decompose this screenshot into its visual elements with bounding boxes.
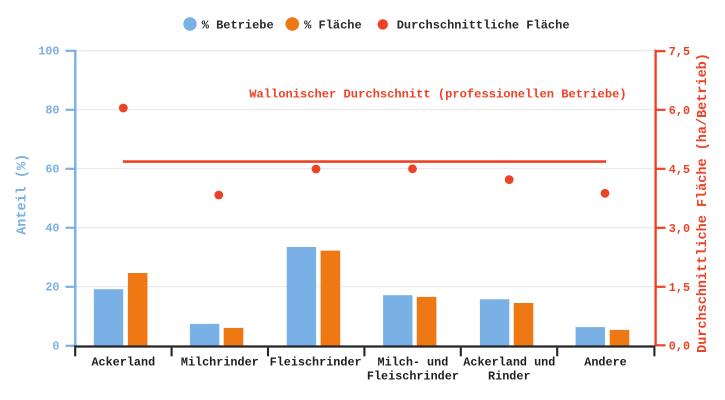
svg-text:20: 20: [45, 281, 59, 295]
svg-text:Ackerland: Ackerland: [91, 356, 155, 370]
svg-text:40: 40: [45, 222, 59, 236]
svg-text:Andere: Andere: [584, 356, 626, 370]
svg-text:0,0: 0,0: [669, 339, 690, 353]
svg-text:7,5: 7,5: [669, 45, 690, 59]
svg-text:Wallonischer Durchschnitt (pro: Wallonischer Durchschnitt (professionell…: [249, 88, 626, 102]
svg-text:Durchschnittliche Fläche: Durchschnittliche Fläche: [397, 18, 570, 32]
svg-text:Durchschnittliche Fläche (ha/B: Durchschnittliche Fläche (ha/Betrieb): [696, 53, 711, 353]
svg-text:Fleischrinder: Fleischrinder: [270, 356, 362, 370]
svg-text:80: 80: [45, 104, 59, 118]
svg-text:Rinder: Rinder: [488, 370, 530, 384]
svg-text:Milchrinder: Milchrinder: [181, 356, 259, 370]
svg-text:1,5: 1,5: [669, 281, 690, 295]
svg-text:Anteil (%): Anteil (%): [15, 154, 30, 235]
svg-text:4,5: 4,5: [669, 163, 690, 177]
svg-text:0: 0: [52, 340, 59, 354]
svg-text:Milch- und: Milch- und: [378, 356, 449, 370]
svg-text:6,0: 6,0: [669, 104, 690, 118]
svg-text:Fleischrinder: Fleischrinder: [367, 370, 459, 384]
svg-text:100: 100: [38, 45, 59, 59]
svg-text:% Fläche: % Fläche: [304, 18, 362, 32]
svg-text:3,0: 3,0: [669, 222, 690, 236]
svg-text:60: 60: [45, 163, 59, 177]
svg-text:% Betriebe: % Betriebe: [202, 18, 274, 32]
svg-text:Ackerland und: Ackerland und: [463, 356, 555, 370]
